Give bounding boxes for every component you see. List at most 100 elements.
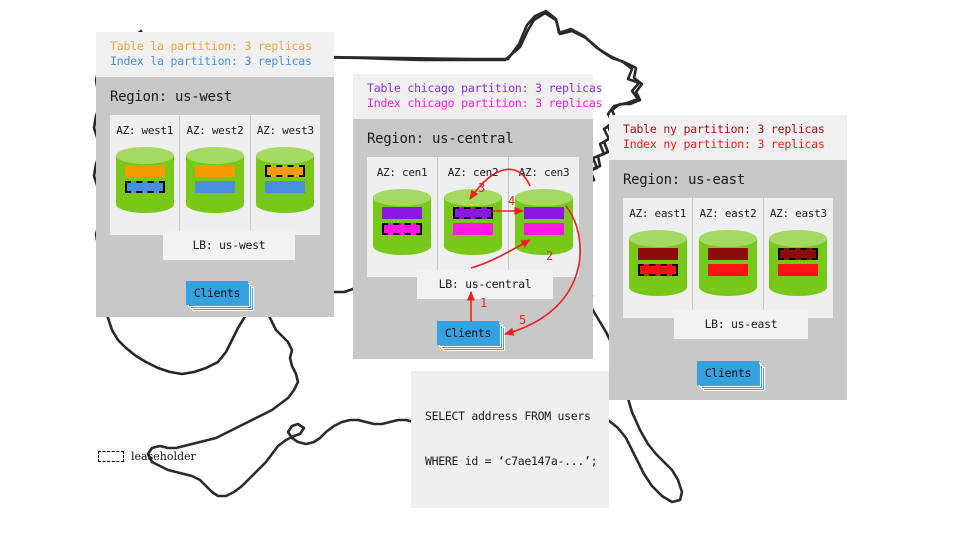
region-title-us-east: Region: us-east — [623, 172, 745, 188]
table-partition-line: Table ny partition: 3 replicas — [623, 122, 825, 136]
index-replica-bar-leaseholder — [637, 264, 678, 276]
az-cell-east3[interactable]: AZ: east3 — [763, 198, 833, 318]
index-replica-bar — [707, 264, 748, 276]
table-replica-bar — [637, 248, 678, 260]
index-replica-bar — [524, 223, 564, 235]
replica-bars — [444, 207, 502, 239]
az-cell-cen3[interactable]: AZ: cen3 — [509, 157, 579, 277]
table-replica-bar — [124, 165, 165, 177]
cylinder-east3[interactable] — [769, 230, 828, 304]
load-balancer-us-central[interactable]: LB: us-central — [417, 270, 553, 299]
az-label-cen2: AZ: cen2 — [447, 166, 499, 179]
az-cell-west3[interactable]: AZ: west3 — [250, 115, 320, 235]
region-body-us-west: Region: us-west AZ: west1 AZ: west2 — [96, 77, 334, 317]
flow-step-number-3: 3 — [478, 181, 486, 195]
region-title-us-central: Region: us-central — [367, 131, 514, 147]
index-partition-line: Index ny partition: 3 replicas — [623, 137, 825, 151]
index-replica-bar-leaseholder — [382, 223, 422, 235]
sql-line-2: WHERE id = ‘c7ae147a-...’; — [425, 454, 598, 468]
cylinder-west2[interactable] — [185, 147, 244, 221]
az-label-east1: AZ: east1 — [629, 207, 687, 220]
index-partition-line: Index chicago partition: 3 replicas — [367, 96, 603, 110]
index-replica-bar-leaseholder — [124, 181, 165, 193]
replica-bars — [515, 207, 573, 239]
cylinder-cen1[interactable] — [373, 189, 431, 263]
region-body-us-east: Region: us-east AZ: east1 AZ: east2 — [609, 160, 847, 400]
az-row-us-west: AZ: west1 AZ: west2 — [110, 115, 320, 235]
cylinder-top — [628, 230, 687, 247]
leaseholder-swatch-icon — [98, 451, 124, 462]
table-replica-bar — [194, 165, 235, 177]
index-replica-bar — [778, 264, 819, 276]
clients-us-west[interactable]: Clients — [186, 281, 254, 311]
cylinder-east1[interactable] — [628, 230, 687, 304]
cylinder-top — [769, 230, 828, 247]
region-panel-us-central: Table chicago partition: 3 replicas Inde… — [353, 74, 603, 359]
clients-us-east[interactable]: Clients — [697, 361, 765, 391]
sql-line-1: SELECT address FROM users — [425, 409, 591, 423]
load-balancer-us-west[interactable]: LB: us-west — [163, 231, 295, 260]
legend-label: leaseholder — [131, 450, 196, 463]
table-partition-line: Table la partition: 3 replicas — [110, 39, 312, 53]
index-replica-bar — [453, 223, 493, 235]
replica-bars — [186, 165, 244, 197]
az-label-cen3: AZ: cen3 — [518, 166, 570, 179]
legend-leaseholder: leaseholder — [98, 450, 196, 463]
cylinder-east2[interactable] — [698, 230, 757, 304]
clients-us-central[interactable]: Clients — [437, 321, 505, 351]
cylinder-west3[interactable] — [256, 147, 315, 221]
cylinder-top — [444, 189, 502, 206]
table-replica-bar — [707, 248, 748, 260]
cylinder-top — [115, 147, 174, 164]
az-cell-east1[interactable]: AZ: east1 — [623, 198, 694, 318]
cylinder-top — [373, 189, 431, 206]
az-cell-west2[interactable]: AZ: west2 — [180, 115, 251, 235]
clients-label: Clients — [437, 321, 499, 345]
table-replica-bar — [524, 207, 564, 219]
clients-label: Clients — [186, 281, 248, 305]
az-cell-west1[interactable]: AZ: west1 — [110, 115, 181, 235]
az-label-east3: AZ: east3 — [769, 207, 827, 220]
load-balancer-us-east[interactable]: LB: us-east — [674, 310, 808, 339]
cylinder-cen2[interactable] — [444, 189, 502, 263]
az-label-cen1: AZ: cen1 — [376, 166, 428, 179]
partition-header-us-central: Table chicago partition: 3 replicas Inde… — [353, 74, 603, 119]
az-cell-cen2[interactable]: AZ: cen2 — [438, 157, 509, 277]
region-panel-us-west: Table la partition: 3 replicas Index la … — [96, 32, 334, 317]
flow-step-number-1: 1 — [480, 296, 488, 310]
flow-step-number-5: 5 — [519, 313, 527, 327]
index-replica-bar — [194, 181, 235, 193]
cylinder-top — [256, 147, 315, 164]
table-replica-bar-leaseholder — [265, 165, 306, 177]
replica-bars — [769, 248, 827, 280]
table-replica-bar-leaseholder — [453, 207, 493, 219]
index-partition-line: Index la partition: 3 replicas — [110, 54, 312, 68]
region-panel-us-east: Table ny partition: 3 replicas Index ny … — [609, 115, 847, 400]
region-title-us-west: Region: us-west — [110, 89, 232, 105]
cylinder-west1[interactable] — [115, 147, 174, 221]
az-row-us-east: AZ: east1 AZ: east2 — [623, 198, 833, 318]
replica-bars — [373, 207, 431, 239]
cylinder-top — [515, 189, 573, 206]
replica-bars — [699, 248, 757, 280]
cylinder-cen3[interactable] — [515, 189, 573, 263]
az-label-east2: AZ: east2 — [699, 207, 757, 220]
az-cell-east2[interactable]: AZ: east2 — [693, 198, 764, 318]
flow-step-number-4: 4 — [508, 194, 516, 208]
replica-bars — [116, 165, 174, 197]
table-replica-bar-leaseholder — [778, 248, 819, 260]
cylinder-top — [185, 147, 244, 164]
partition-header-us-east: Table ny partition: 3 replicas Index ny … — [609, 115, 847, 160]
sql-query-note: SELECT address FROM users WHERE id = ‘c7… — [411, 371, 609, 508]
table-partition-line: Table chicago partition: 3 replicas — [367, 81, 603, 95]
index-replica-bar — [265, 181, 306, 193]
replica-bars — [256, 165, 314, 197]
az-label-west2: AZ: west2 — [186, 124, 244, 137]
partition-header-us-west: Table la partition: 3 replicas Index la … — [96, 32, 334, 77]
az-cell-cen1[interactable]: AZ: cen1 — [367, 157, 438, 277]
az-label-west1: AZ: west1 — [116, 124, 174, 137]
az-label-west3: AZ: west3 — [256, 124, 314, 137]
clients-label: Clients — [697, 361, 759, 385]
table-replica-bar — [382, 207, 422, 219]
